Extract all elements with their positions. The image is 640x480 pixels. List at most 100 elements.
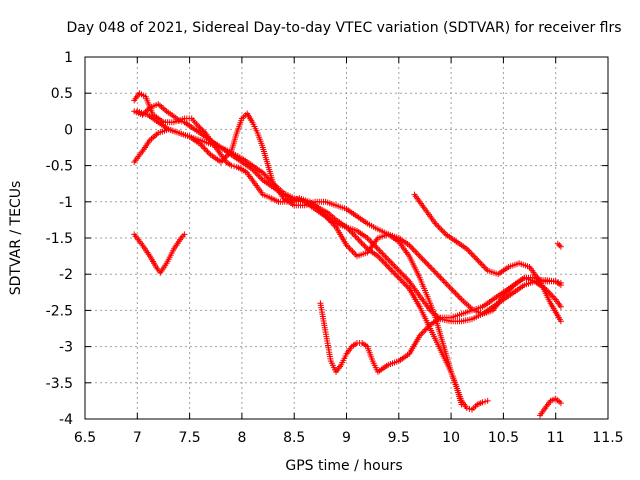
data-point xyxy=(429,302,432,305)
series-9 xyxy=(554,240,564,250)
data-point xyxy=(481,401,484,404)
data-point xyxy=(190,117,193,120)
data-point xyxy=(199,139,201,142)
data-point xyxy=(149,106,151,109)
data-point xyxy=(314,201,316,203)
data-point xyxy=(147,114,149,116)
data-point xyxy=(450,287,452,290)
data-point xyxy=(136,110,139,113)
data-point xyxy=(225,161,227,163)
data-point xyxy=(549,400,552,402)
data-point xyxy=(159,272,162,274)
data-point xyxy=(398,240,400,243)
data-point xyxy=(256,186,259,189)
data-point xyxy=(377,248,379,250)
x-axis-ticks: 6.5 7 7.5 8 8.5 9 9.5 10 10.5 11 11.5 xyxy=(74,57,624,446)
series-2 xyxy=(131,101,491,413)
data-point xyxy=(513,284,515,286)
data-point xyxy=(408,244,411,246)
data-point xyxy=(413,193,416,196)
data-point xyxy=(230,164,233,167)
data-point xyxy=(155,266,157,268)
y-axis-label: SDTVAR / TECUs xyxy=(8,181,24,296)
data-point xyxy=(445,353,447,355)
data-point xyxy=(188,125,191,127)
data-point xyxy=(241,117,243,120)
data-point xyxy=(326,211,329,214)
data-point xyxy=(528,266,531,268)
data-point xyxy=(345,208,348,210)
data-point xyxy=(235,166,238,168)
data-point xyxy=(398,269,400,272)
data-point xyxy=(144,96,147,98)
series-markers xyxy=(317,274,564,375)
series-markers xyxy=(131,90,465,408)
x-tick-label: 9.5 xyxy=(388,430,410,446)
x-tick-label: 6.5 xyxy=(74,430,96,446)
data-point xyxy=(167,128,170,131)
data-point xyxy=(173,115,175,118)
data-point xyxy=(262,193,264,196)
data-point xyxy=(460,320,463,323)
y-tick-label: -1 xyxy=(59,195,73,211)
data-point xyxy=(262,172,264,174)
data-point xyxy=(549,302,552,305)
data-point xyxy=(408,280,411,283)
data-point xyxy=(560,320,562,323)
data-point xyxy=(149,139,151,142)
data-point xyxy=(356,342,358,344)
data-point xyxy=(460,298,463,301)
data-point xyxy=(418,277,421,279)
series-8 xyxy=(537,395,564,419)
data-point xyxy=(492,298,494,301)
data-point xyxy=(460,400,463,402)
data-point xyxy=(183,117,186,120)
data-point xyxy=(560,245,562,248)
data-point xyxy=(554,298,557,301)
x-tick-label: 10 xyxy=(442,430,460,446)
data-point xyxy=(534,280,536,283)
data-point xyxy=(157,121,159,123)
data-point xyxy=(303,204,306,207)
data-point xyxy=(314,208,316,210)
data-point xyxy=(324,215,327,218)
data-point xyxy=(314,204,316,207)
data-point xyxy=(523,284,526,286)
data-point xyxy=(230,150,233,152)
data-point xyxy=(183,233,186,236)
data-point xyxy=(149,255,151,257)
data-point xyxy=(366,237,369,239)
data-point xyxy=(209,139,212,142)
data-point xyxy=(220,153,222,156)
data-point xyxy=(418,306,421,308)
data-point xyxy=(256,132,259,134)
data-point xyxy=(408,255,411,257)
data-point xyxy=(366,251,369,254)
data-point xyxy=(523,277,526,279)
data-point xyxy=(251,164,254,167)
data-point xyxy=(303,201,306,203)
data-point xyxy=(398,277,400,279)
data-point xyxy=(282,197,285,199)
data-point xyxy=(476,403,479,406)
y-tick-label: -2 xyxy=(59,267,73,283)
data-point xyxy=(544,407,546,409)
data-point xyxy=(272,182,275,185)
data-point xyxy=(387,363,390,366)
data-point xyxy=(197,125,199,127)
data-point xyxy=(345,244,348,246)
data-point xyxy=(293,204,296,207)
data-point xyxy=(429,309,432,312)
data-point xyxy=(554,280,557,283)
data-point xyxy=(138,92,141,94)
data-point xyxy=(507,266,510,268)
series-markers xyxy=(131,231,188,276)
data-point xyxy=(471,309,473,312)
data-point xyxy=(377,255,379,257)
x-tick-label: 9 xyxy=(342,430,351,446)
series-line xyxy=(133,103,488,411)
data-point xyxy=(502,295,505,297)
x-tick-label: 7 xyxy=(133,430,142,446)
data-point xyxy=(387,266,390,268)
data-point xyxy=(220,146,222,149)
